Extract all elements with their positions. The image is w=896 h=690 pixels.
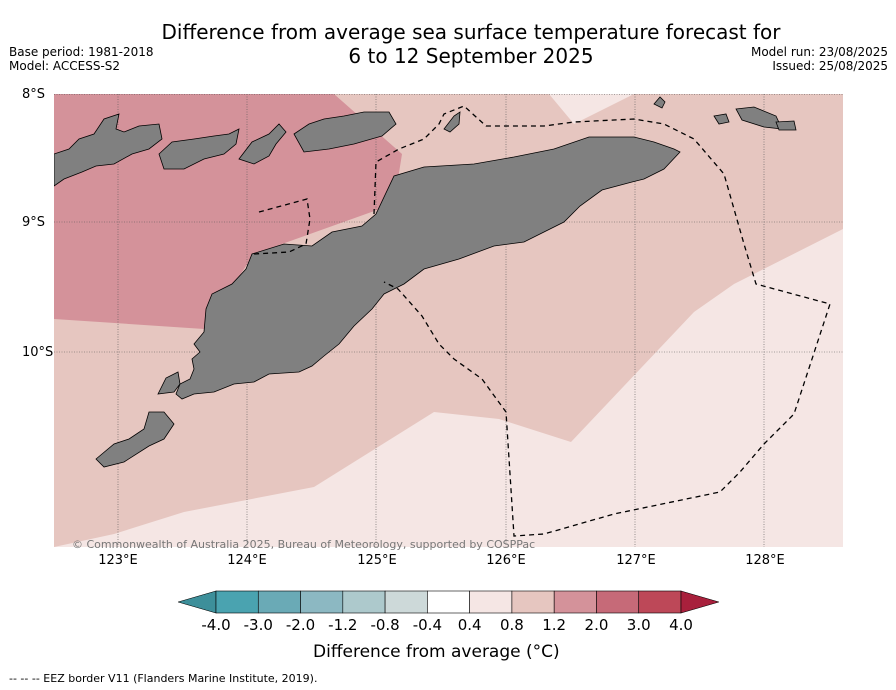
lat-label-10s: 10°S (22, 345, 54, 360)
model-run: Model run: 23/08/2025 (750, 45, 888, 59)
map-svg (54, 94, 843, 547)
colorbar-bin (638, 590, 682, 614)
land-kisar (653, 96, 666, 109)
model-name: Model: ACCESS-S2 (9, 59, 121, 73)
lon-label-128e: 128°E (745, 553, 785, 568)
meta-left: Base period: 1981-2018 Model: ACCESS-S2 (9, 45, 154, 73)
colorbar-tick-label: 1.2 (542, 616, 567, 634)
ocean-anomaly-12-20 (54, 94, 402, 329)
colorbar-bin (427, 590, 470, 614)
lat-label-9s: 9°S (22, 215, 46, 230)
colorbar (178, 590, 719, 614)
eez-border (253, 105, 831, 537)
lon-label-125e: 125°E (357, 553, 397, 568)
colorbar-bin (553, 590, 597, 614)
copyright-note: © Commonwealth of Australia 2025, Bureau… (72, 538, 536, 551)
ocean-anomaly-04-08-south (54, 229, 843, 547)
land-atauro (443, 111, 461, 133)
issued-date: Issued: 25/08/2025 (772, 59, 888, 73)
chart-title: Difference from average sea surface temp… (0, 20, 896, 68)
lon-label-124e: 124°E (227, 553, 267, 568)
colorbar-tick-label: 0.8 (499, 616, 524, 634)
land-pantar (238, 123, 287, 165)
land-flores (54, 113, 163, 187)
land-timor (175, 136, 681, 400)
lat-label-8s: 8°S (22, 87, 46, 102)
lon-label-126e: 126°E (486, 553, 526, 568)
colorbar-tick-label: 4.0 (669, 616, 693, 634)
forecast-map (54, 94, 843, 547)
colorbar-bin (300, 590, 344, 614)
colorbar-tick-label: 3.0 (626, 616, 651, 634)
colorbar-extend-high (680, 590, 719, 614)
colorbar-bin (384, 590, 428, 614)
colorbar-tick-label: -2.0 (285, 616, 316, 634)
colorbar-bin (511, 590, 555, 614)
base-period: Base period: 1981-2018 (9, 45, 154, 59)
colorbar-tick-label: -0.8 (370, 616, 400, 634)
colorbar-extend-low (178, 590, 217, 614)
meta-right: Model run: 23/08/2025 Issued: 25/08/2025 (751, 45, 888, 73)
colorbar-label: Difference from average (°C) (313, 642, 560, 662)
colorbar-tick-label: -0.4 (412, 616, 442, 634)
colorbar-tick-label: -4.0 (201, 616, 231, 634)
title-line-2: 6 to 12 September 2025 (348, 44, 594, 68)
lon-label-127e: 127°E (616, 553, 656, 568)
colorbar-tick-label: -1.2 (328, 616, 358, 634)
colorbar-tick-label: 2.0 (584, 616, 609, 634)
land-moa (775, 120, 797, 131)
land-wetar (293, 111, 397, 153)
ocean-anomaly-04-08-north (549, 94, 634, 124)
colorbar-tick-label: -3.0 (243, 616, 273, 634)
lon-label-123e: 123°E (98, 553, 138, 568)
colorbar-bin (469, 590, 513, 614)
land-semau (95, 411, 175, 468)
land-small-islet (713, 113, 730, 125)
title-line-1: Difference from average sea surface temp… (161, 20, 781, 44)
colorbar-bin (257, 590, 301, 614)
colorbar-tick-label: 0.4 (457, 616, 482, 634)
land-rote (157, 371, 181, 395)
land-alor (158, 128, 240, 170)
colorbar-bin (342, 590, 386, 614)
colorbar-bin (596, 590, 640, 614)
eez-legend-note: -- -- -- EEZ border V11 (Flanders Marine… (9, 672, 318, 685)
colorbar-bin (215, 590, 259, 614)
